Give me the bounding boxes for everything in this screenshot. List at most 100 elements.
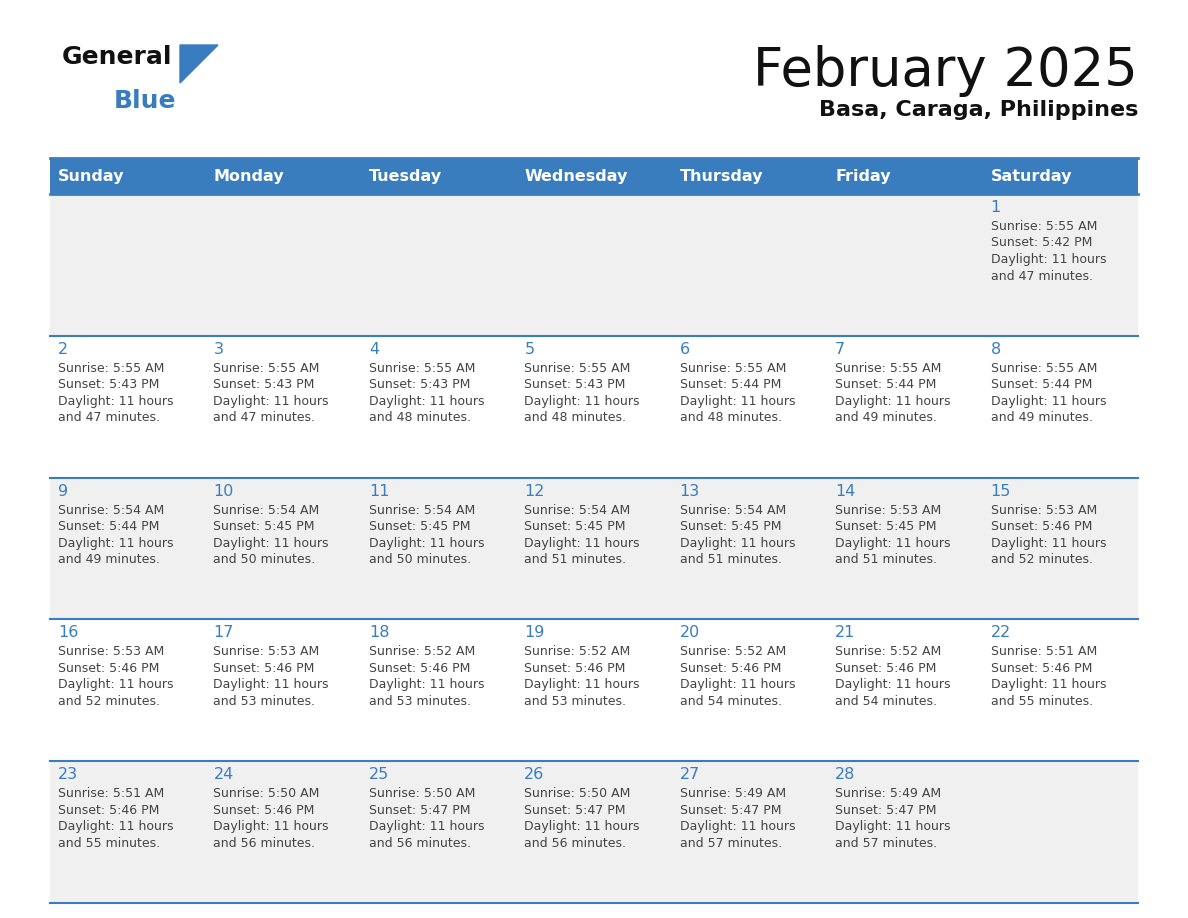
Text: and 48 minutes.: and 48 minutes.: [368, 411, 470, 424]
Text: Daylight: 11 hours: Daylight: 11 hours: [524, 820, 640, 834]
Text: Monday: Monday: [214, 169, 284, 184]
Text: Sunrise: 5:52 AM: Sunrise: 5:52 AM: [835, 645, 941, 658]
Bar: [671, 194, 827, 336]
Text: Sunrise: 5:53 AM: Sunrise: 5:53 AM: [835, 504, 941, 517]
Text: Tuesday: Tuesday: [368, 169, 442, 184]
Text: Sunrise: 5:54 AM: Sunrise: 5:54 AM: [214, 504, 320, 517]
Bar: [206, 336, 361, 477]
Text: Sunrise: 5:55 AM: Sunrise: 5:55 AM: [680, 362, 786, 375]
Bar: [982, 620, 1138, 761]
Text: and 52 minutes.: and 52 minutes.: [58, 695, 160, 708]
Text: 26: 26: [524, 767, 544, 782]
Text: Daylight: 11 hours: Daylight: 11 hours: [524, 678, 640, 691]
Text: Sunset: 5:46 PM: Sunset: 5:46 PM: [991, 662, 1092, 675]
Text: 28: 28: [835, 767, 855, 782]
Text: 1: 1: [991, 200, 1000, 215]
Text: Daylight: 11 hours: Daylight: 11 hours: [214, 395, 329, 408]
Text: 13: 13: [680, 484, 700, 498]
Text: Sunset: 5:47 PM: Sunset: 5:47 PM: [524, 803, 626, 817]
Text: February 2025: February 2025: [753, 45, 1138, 97]
Text: Sunrise: 5:55 AM: Sunrise: 5:55 AM: [835, 362, 942, 375]
Bar: [50, 158, 206, 194]
Text: Daylight: 11 hours: Daylight: 11 hours: [214, 678, 329, 691]
Text: 25: 25: [368, 767, 390, 782]
Text: Sunrise: 5:52 AM: Sunrise: 5:52 AM: [680, 645, 786, 658]
Text: 5: 5: [524, 341, 535, 357]
Text: and 48 minutes.: and 48 minutes.: [524, 411, 626, 424]
Text: Sunrise: 5:53 AM: Sunrise: 5:53 AM: [58, 645, 164, 658]
Text: Sunrise: 5:54 AM: Sunrise: 5:54 AM: [58, 504, 164, 517]
Text: Daylight: 11 hours: Daylight: 11 hours: [524, 537, 640, 550]
Text: Sunrise: 5:54 AM: Sunrise: 5:54 AM: [368, 504, 475, 517]
Text: Saturday: Saturday: [991, 169, 1072, 184]
Text: Daylight: 11 hours: Daylight: 11 hours: [58, 395, 173, 408]
Text: Sunset: 5:43 PM: Sunset: 5:43 PM: [58, 378, 159, 391]
Text: Daylight: 11 hours: Daylight: 11 hours: [680, 395, 795, 408]
Text: and 53 minutes.: and 53 minutes.: [524, 695, 626, 708]
Text: 24: 24: [214, 767, 234, 782]
Text: Daylight: 11 hours: Daylight: 11 hours: [58, 820, 173, 834]
Bar: [982, 477, 1138, 620]
Text: Sunset: 5:46 PM: Sunset: 5:46 PM: [214, 803, 315, 817]
Text: Sunrise: 5:50 AM: Sunrise: 5:50 AM: [524, 788, 631, 800]
Text: Daylight: 11 hours: Daylight: 11 hours: [214, 820, 329, 834]
Bar: [517, 620, 671, 761]
Text: 9: 9: [58, 484, 68, 498]
Text: and 49 minutes.: and 49 minutes.: [58, 554, 160, 566]
Text: and 53 minutes.: and 53 minutes.: [368, 695, 470, 708]
Text: Sunrise: 5:49 AM: Sunrise: 5:49 AM: [835, 788, 941, 800]
Bar: [206, 158, 361, 194]
Text: Sunset: 5:42 PM: Sunset: 5:42 PM: [991, 237, 1092, 250]
Text: Blue: Blue: [114, 89, 177, 113]
Text: Sunrise: 5:51 AM: Sunrise: 5:51 AM: [991, 645, 1097, 658]
Text: and 57 minutes.: and 57 minutes.: [835, 836, 937, 850]
Polygon shape: [181, 45, 219, 83]
Text: 27: 27: [680, 767, 700, 782]
Text: Sunrise: 5:51 AM: Sunrise: 5:51 AM: [58, 788, 164, 800]
Text: General: General: [62, 45, 172, 69]
Bar: [827, 158, 982, 194]
Bar: [206, 194, 361, 336]
Text: Sunrise: 5:54 AM: Sunrise: 5:54 AM: [524, 504, 631, 517]
Text: and 51 minutes.: and 51 minutes.: [680, 554, 782, 566]
Text: and 55 minutes.: and 55 minutes.: [58, 836, 160, 850]
Text: Sunset: 5:46 PM: Sunset: 5:46 PM: [214, 662, 315, 675]
Text: 17: 17: [214, 625, 234, 641]
Text: Daylight: 11 hours: Daylight: 11 hours: [991, 253, 1106, 266]
Text: Sunset: 5:44 PM: Sunset: 5:44 PM: [58, 521, 159, 533]
Text: Sunset: 5:45 PM: Sunset: 5:45 PM: [835, 521, 936, 533]
Text: and 56 minutes.: and 56 minutes.: [524, 836, 626, 850]
Text: Sunrise: 5:55 AM: Sunrise: 5:55 AM: [58, 362, 164, 375]
Text: Sunrise: 5:55 AM: Sunrise: 5:55 AM: [524, 362, 631, 375]
Text: Thursday: Thursday: [680, 169, 763, 184]
Bar: [827, 336, 982, 477]
Text: Sunrise: 5:50 AM: Sunrise: 5:50 AM: [214, 788, 320, 800]
Bar: [361, 194, 517, 336]
Text: and 49 minutes.: and 49 minutes.: [991, 411, 1093, 424]
Text: Sunset: 5:47 PM: Sunset: 5:47 PM: [368, 803, 470, 817]
Text: 7: 7: [835, 341, 846, 357]
Text: Sunset: 5:46 PM: Sunset: 5:46 PM: [58, 662, 159, 675]
Bar: [50, 194, 206, 336]
Bar: [206, 620, 361, 761]
Text: Sunset: 5:46 PM: Sunset: 5:46 PM: [835, 662, 936, 675]
Text: and 54 minutes.: and 54 minutes.: [835, 695, 937, 708]
Text: Sunset: 5:46 PM: Sunset: 5:46 PM: [991, 521, 1092, 533]
Bar: [361, 620, 517, 761]
Text: Sunset: 5:44 PM: Sunset: 5:44 PM: [680, 378, 781, 391]
Text: 19: 19: [524, 625, 544, 641]
Text: Sunset: 5:43 PM: Sunset: 5:43 PM: [214, 378, 315, 391]
Bar: [982, 761, 1138, 903]
Text: Sunrise: 5:55 AM: Sunrise: 5:55 AM: [991, 220, 1097, 233]
Text: and 51 minutes.: and 51 minutes.: [524, 554, 626, 566]
Bar: [982, 194, 1138, 336]
Text: and 54 minutes.: and 54 minutes.: [680, 695, 782, 708]
Text: Daylight: 11 hours: Daylight: 11 hours: [835, 395, 950, 408]
Text: Daylight: 11 hours: Daylight: 11 hours: [991, 395, 1106, 408]
Bar: [517, 336, 671, 477]
Bar: [827, 194, 982, 336]
Text: Daylight: 11 hours: Daylight: 11 hours: [58, 678, 173, 691]
Text: Sunrise: 5:50 AM: Sunrise: 5:50 AM: [368, 788, 475, 800]
Text: and 47 minutes.: and 47 minutes.: [58, 411, 160, 424]
Text: Daylight: 11 hours: Daylight: 11 hours: [680, 678, 795, 691]
